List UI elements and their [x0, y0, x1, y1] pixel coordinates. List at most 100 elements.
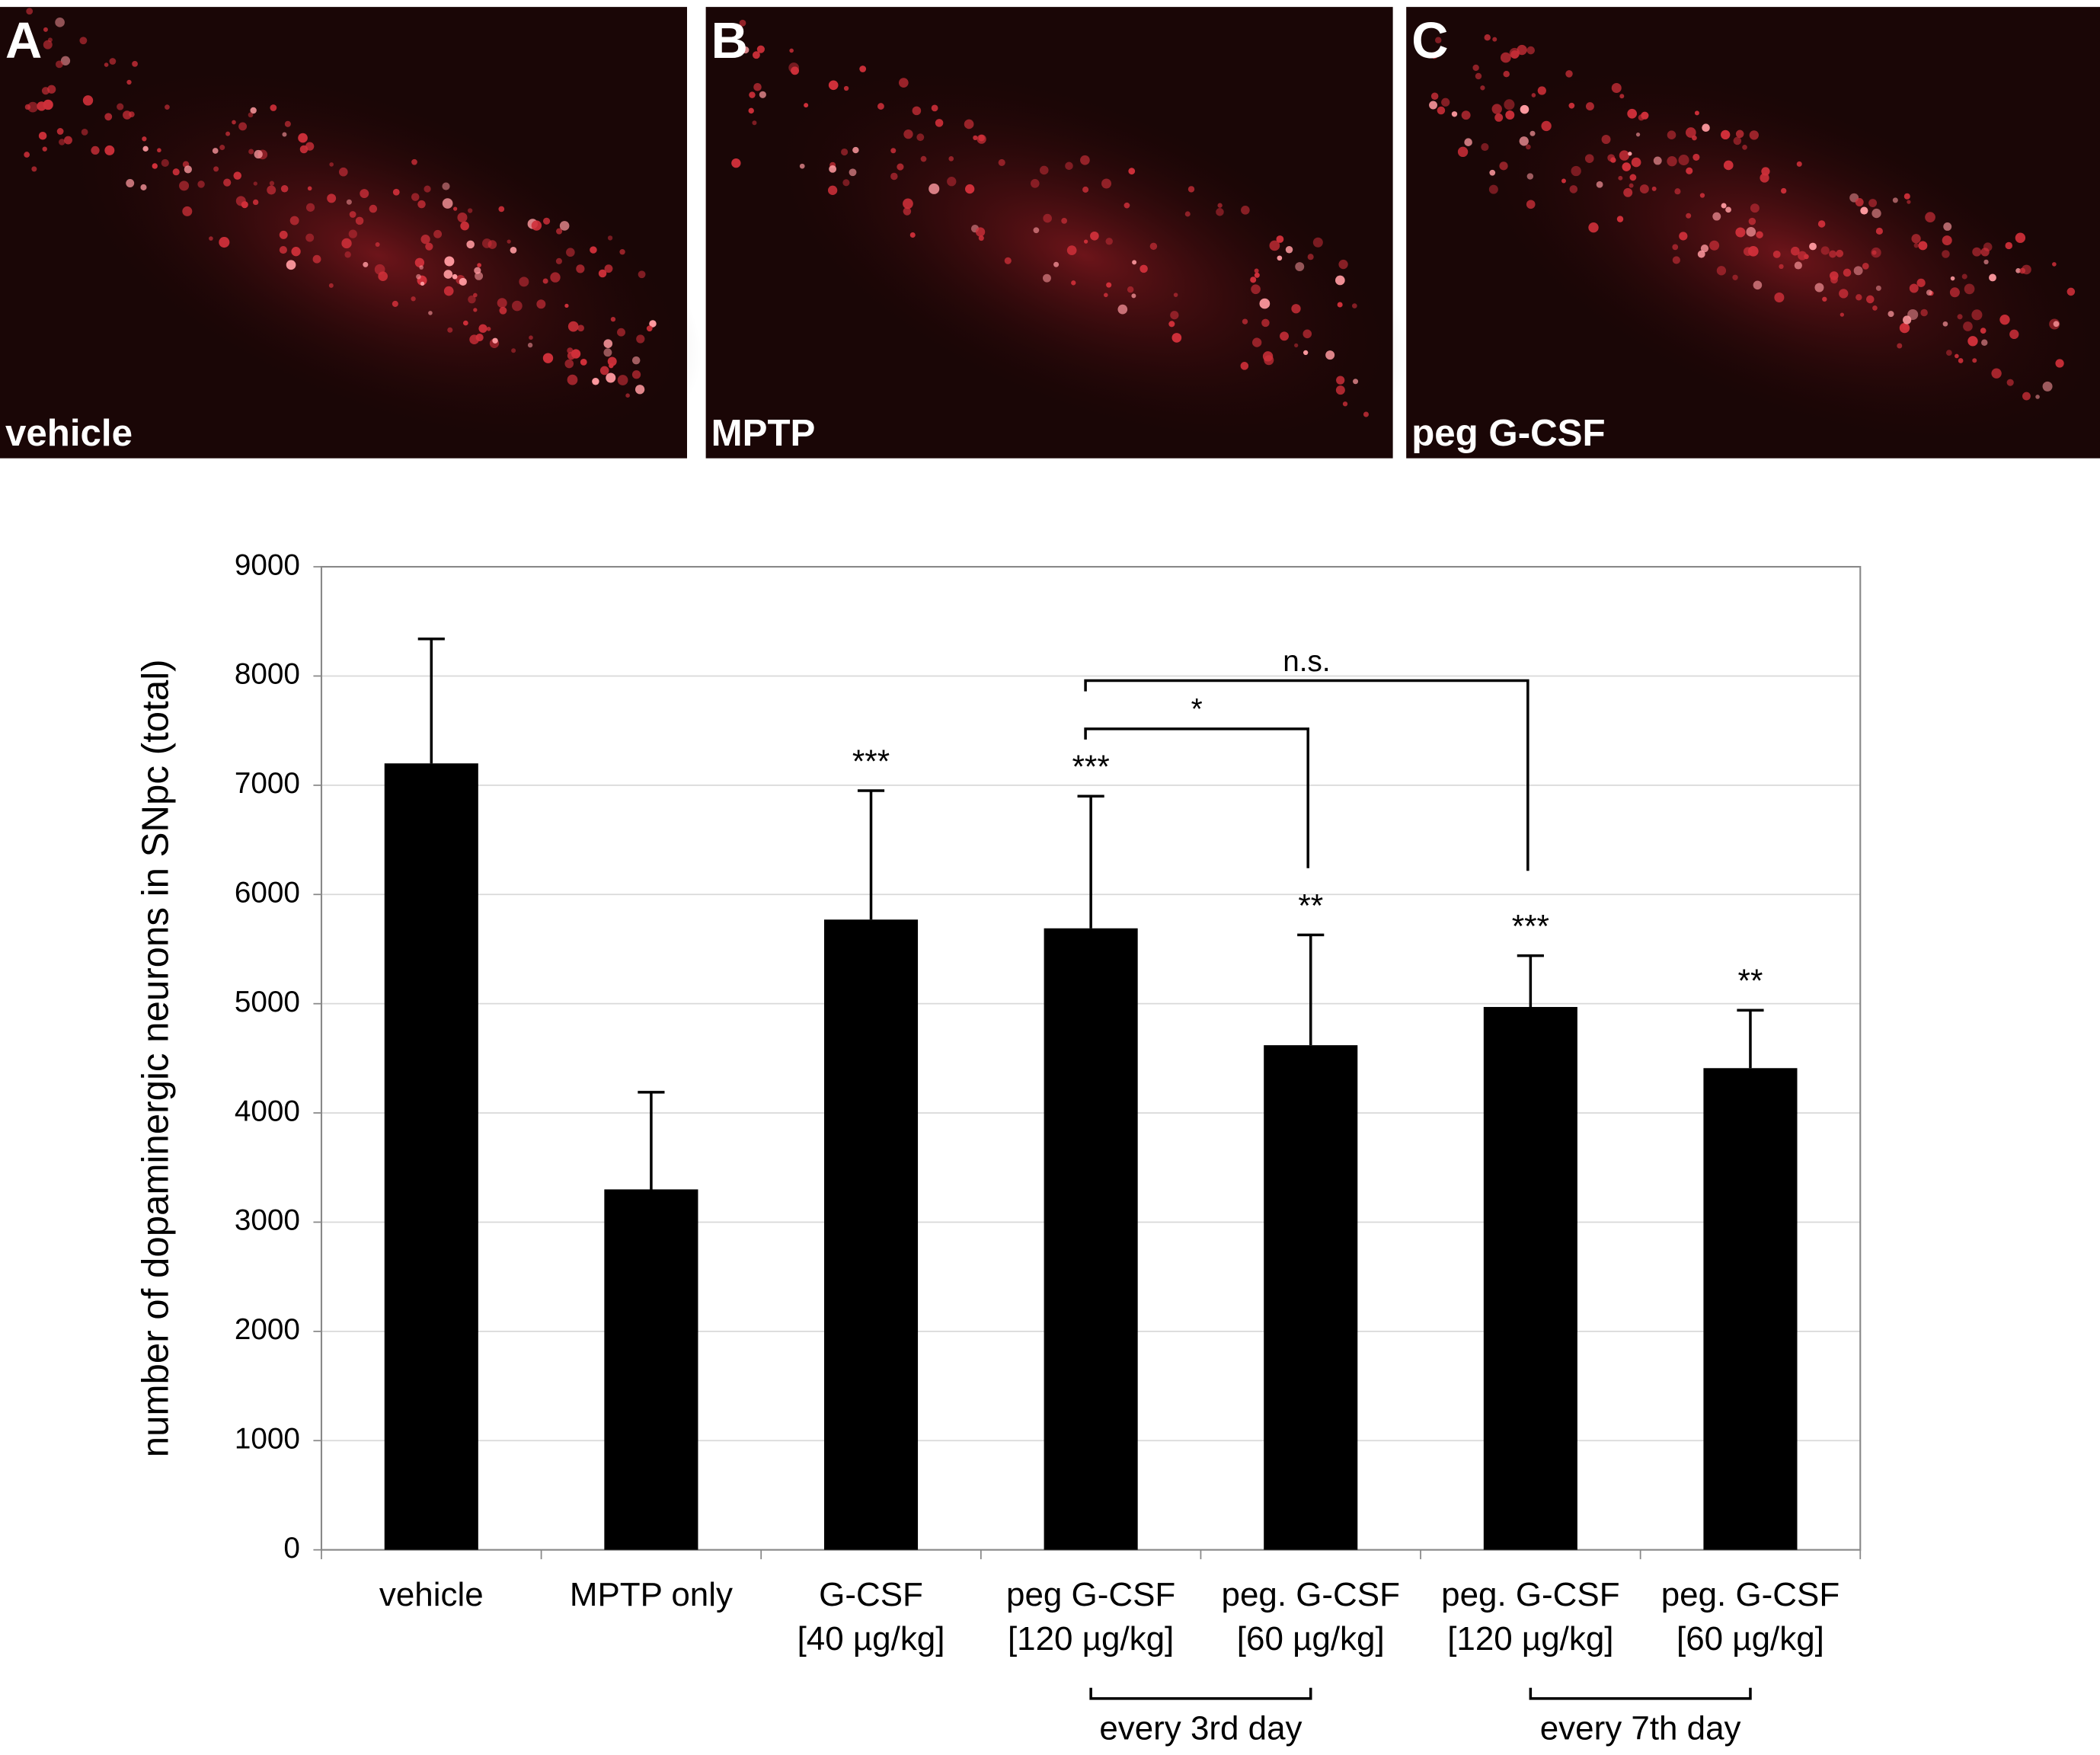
- neuron-dot: [1855, 294, 1862, 301]
- neuron-dot: [998, 158, 1005, 166]
- neuron-dot: [233, 171, 242, 180]
- neuron-dot: [392, 300, 398, 307]
- neuron-dot: [890, 172, 898, 181]
- neuron-dot: [219, 237, 230, 248]
- panel-caption: MPTP: [711, 412, 816, 454]
- neuron-dot: [749, 91, 756, 98]
- neuron-dot: [604, 264, 613, 273]
- neuron-dot: [646, 325, 653, 332]
- neuron-dot: [739, 19, 746, 27]
- neuron-dot: [1596, 181, 1603, 188]
- neuron-dot: [903, 198, 913, 209]
- neuron-dot: [1149, 242, 1158, 251]
- neuron-dot: [463, 320, 468, 326]
- neuron-dot: [466, 240, 475, 249]
- neuron-dot: [510, 247, 517, 254]
- group-label: every 7th day: [1540, 1710, 1741, 1747]
- neuron-dot: [1907, 200, 1911, 204]
- neuron-dot: [1526, 200, 1536, 209]
- neuron-dot: [567, 374, 578, 385]
- neuron-dot: [1429, 101, 1437, 110]
- neuron-dot: [1839, 312, 1844, 317]
- neuron-dot: [481, 238, 492, 248]
- neuron-dot: [1561, 178, 1566, 184]
- neuron-dot: [1489, 169, 1496, 176]
- significance-label: **: [1738, 963, 1763, 999]
- bar: [1703, 1068, 1798, 1550]
- neuron-dot: [253, 181, 257, 186]
- neuron-dot: [1254, 268, 1259, 273]
- neuron-dot: [1732, 274, 1738, 280]
- neuron-dot: [931, 104, 938, 112]
- neuron-dot: [1351, 303, 1357, 308]
- neuron-dot: [1071, 280, 1076, 286]
- neuron-dot: [2005, 241, 2013, 250]
- neuron-dot: [852, 146, 859, 154]
- neuron-dot: [2019, 267, 2026, 274]
- neuron-dot: [109, 58, 117, 65]
- neuron-dot: [1780, 187, 1787, 194]
- neuron-dot: [1963, 321, 1973, 331]
- neuron-dot: [60, 56, 71, 66]
- neuron-dot: [527, 342, 533, 348]
- neuron-dot: [1039, 165, 1049, 175]
- significance-label: **: [1298, 887, 1323, 923]
- neuron-dot: [1261, 318, 1270, 328]
- neuron-dot: [1457, 146, 1469, 158]
- neuron-dot: [1694, 110, 1699, 116]
- neuron-dot: [519, 277, 529, 287]
- neuron-dot: [1972, 247, 1982, 257]
- neuron-dot: [2009, 329, 2019, 339]
- neuron-dot: [841, 148, 849, 156]
- neuron-dot: [2015, 232, 2026, 243]
- neuron-dot: [1925, 212, 1935, 223]
- neuron-dot: [1911, 234, 1921, 244]
- neuron-dot: [1061, 218, 1068, 224]
- neuron-dot: [1942, 250, 1950, 258]
- neuron-dot: [1796, 161, 1802, 167]
- neuron-dot: [1124, 202, 1130, 209]
- neuron-dot: [2052, 262, 2057, 267]
- neuron-dot: [507, 239, 511, 244]
- neuron-dot: [1435, 37, 1442, 43]
- neuron-dot: [1610, 157, 1616, 163]
- neuron-dot: [1991, 368, 2002, 379]
- neuron-dot: [1830, 271, 1839, 280]
- neuron-dot: [252, 199, 259, 206]
- neuron-dot: [1623, 187, 1633, 197]
- neuron-dot: [1336, 376, 1345, 385]
- y-tick-label: 9000: [235, 548, 300, 581]
- neuron-dot: [1748, 217, 1756, 225]
- y-tick-label: 8000: [235, 658, 300, 691]
- neuron-dot: [369, 204, 378, 213]
- neuron-dot: [607, 356, 617, 366]
- neuron-dot: [1725, 206, 1731, 213]
- neuron-dot: [1653, 156, 1662, 165]
- neuron-dot: [1363, 411, 1369, 417]
- neuron-dot: [1430, 92, 1439, 100]
- neuron-dot: [360, 189, 369, 199]
- neuron-dot: [1499, 161, 1508, 171]
- neuron-dot: [341, 238, 352, 249]
- neuron-dot: [282, 132, 287, 137]
- neuron-dot: [414, 257, 425, 267]
- neuron-dot: [1804, 254, 1809, 260]
- neuron-dot: [417, 200, 426, 209]
- neuron-dot: [1686, 167, 1693, 174]
- neuron-dot: [1464, 138, 1472, 146]
- neuron-dot: [1335, 275, 1345, 286]
- neuron-dot: [1127, 286, 1134, 293]
- neuron-dot: [617, 328, 625, 337]
- neuron-dot: [1526, 144, 1531, 150]
- panel-caption: peg G-CSF: [1411, 412, 1605, 454]
- neuron-dot: [1325, 350, 1335, 360]
- neuron-dot: [267, 185, 276, 195]
- neuron-dot: [269, 181, 275, 186]
- neuron-dot: [428, 311, 433, 315]
- neuron-dot: [492, 337, 498, 344]
- neuron-dot: [132, 60, 138, 67]
- neuron-dot: [424, 185, 431, 193]
- neuron-dot: [1749, 130, 1759, 140]
- neuron-dot: [179, 181, 190, 191]
